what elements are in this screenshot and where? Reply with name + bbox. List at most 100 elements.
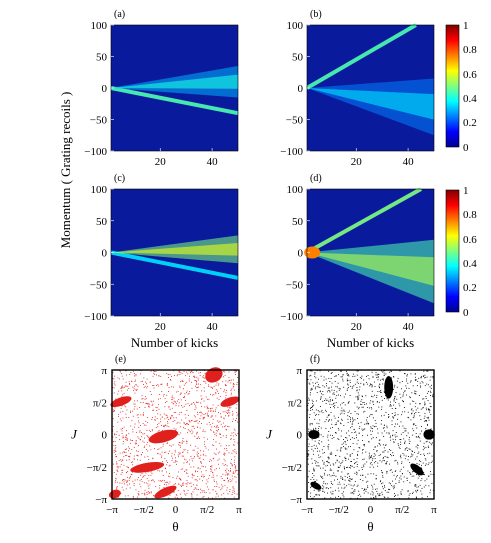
sea-point: [140, 424, 141, 426]
sea-point: [414, 451, 416, 453]
sea-point: [400, 421, 402, 423]
sea-point: [203, 450, 205, 452]
sea-point: [208, 384, 209, 386]
sea-point: [356, 390, 358, 392]
sea-point: [333, 407, 335, 409]
sea-point: [327, 488, 329, 490]
sea-point: [316, 422, 318, 424]
sea-point: [147, 435, 149, 437]
sea-point: [350, 467, 352, 469]
sea-point: [415, 496, 417, 498]
sea-point: [176, 400, 178, 402]
sea-point: [213, 385, 215, 387]
sea-point: [339, 388, 341, 390]
sea-point: [133, 458, 135, 460]
sea-point: [140, 381, 142, 383]
sea-point: [194, 416, 196, 418]
sea-point: [341, 487, 343, 489]
sea-point: [422, 398, 424, 400]
sea-point: [417, 490, 419, 492]
sea-point: [367, 487, 369, 488]
sea-point: [190, 466, 192, 468]
sea-point: [117, 421, 119, 423]
sea-point: [235, 451, 237, 453]
sea-point: [186, 410, 188, 411]
sea-point: [376, 377, 378, 378]
sea-point: [424, 377, 426, 379]
sea-point: [138, 422, 140, 424]
xtick-label: 40: [207, 321, 219, 333]
sea-point: [215, 435, 217, 437]
sea-point: [157, 470, 159, 472]
sea-point: [315, 377, 317, 379]
sea-point: [356, 472, 358, 474]
sea-point: [129, 384, 131, 386]
sea-point: [316, 386, 318, 388]
sea-point: [129, 383, 130, 385]
sea-point: [419, 484, 421, 486]
sea-point: [165, 414, 167, 416]
sea-point: [232, 418, 234, 420]
sea-point: [397, 494, 399, 496]
sea-point: [137, 417, 139, 419]
sea-point: [427, 370, 429, 372]
sea-point: [231, 494, 233, 495]
sea-point: [317, 384, 319, 386]
sea-point: [147, 403, 149, 405]
sea-point: [226, 448, 228, 449]
sea-point: [165, 424, 167, 426]
sea-point: [201, 490, 203, 491]
sea-point: [325, 487, 327, 489]
sea-point: [364, 445, 366, 447]
sea-point: [132, 495, 134, 497]
sea-point: [361, 406, 363, 408]
sea-point: [175, 412, 177, 413]
sea-point: [215, 409, 217, 411]
sea-point: [152, 375, 154, 377]
sea-point: [427, 424, 428, 426]
sea-point: [323, 461, 325, 463]
sea-point: [308, 382, 310, 384]
sea-point: [368, 452, 370, 454]
sea-point: [358, 406, 360, 408]
sea-point: [322, 436, 324, 438]
colorbar-top-gradient: [445, 24, 460, 148]
sea-point: [382, 458, 384, 460]
sea-point: [184, 424, 186, 425]
sea-point: [195, 487, 197, 489]
sea-point: [202, 474, 204, 476]
sea-point: [171, 375, 173, 377]
sea-point: [412, 434, 414, 436]
sea-point: [132, 415, 134, 417]
sea-point: [399, 439, 401, 440]
sea-point: [161, 390, 163, 392]
sea-point: [180, 381, 181, 383]
sea-point: [229, 471, 231, 473]
sea-point: [341, 443, 343, 445]
sea-point: [203, 377, 205, 379]
sea-point: [340, 475, 342, 477]
colorbar-bottom-tick-0-4: 0.4: [463, 258, 477, 270]
sea-point: [129, 412, 131, 413]
sea-point: [425, 447, 427, 449]
sea-point: [189, 459, 191, 461]
sea-point: [176, 422, 178, 424]
sea-point: [423, 486, 425, 488]
sea-point: [327, 456, 329, 458]
sea-point: [179, 453, 181, 455]
sea-point: [360, 474, 362, 476]
sea-point: [368, 378, 370, 380]
sea-point: [228, 426, 230, 428]
sea-point: [234, 441, 236, 443]
sea-point: [122, 394, 124, 396]
sea-point: [308, 463, 310, 465]
sea-point: [338, 490, 340, 492]
sea-point: [358, 428, 360, 429]
sea-point: [311, 389, 313, 390]
sea-point: [400, 433, 402, 435]
sea-point: [386, 461, 388, 463]
sea-point: [411, 453, 412, 455]
sea-point: [134, 380, 136, 382]
sea-point: [317, 490, 319, 492]
sea-point: [369, 454, 371, 456]
